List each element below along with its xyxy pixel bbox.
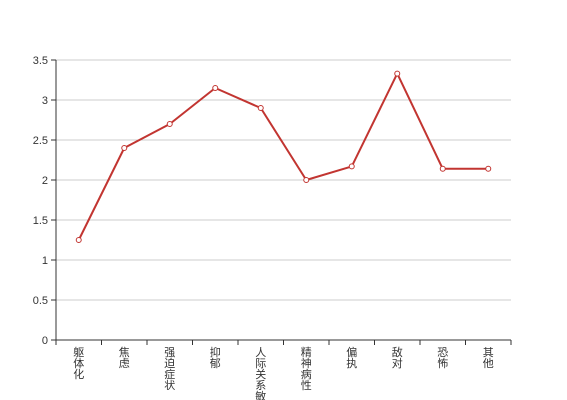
y-tick-label: 0 xyxy=(42,335,48,347)
y-tick-label: 3.5 xyxy=(33,55,48,67)
x-tick-label: 强迫症状 xyxy=(164,346,175,392)
x-tick-label: 抑郁 xyxy=(210,345,221,370)
y-tick-label: 1.5 xyxy=(33,215,48,227)
data-point[interactable] xyxy=(121,145,128,151)
grid-lines xyxy=(56,59,511,301)
data-point[interactable] xyxy=(75,237,82,243)
series-group xyxy=(75,70,492,243)
x-tick-label: 人际关系敏感 xyxy=(255,346,266,400)
data-point[interactable] xyxy=(303,177,310,183)
y-axis-ticks: 0 0.5 1 1.5 2 2.5 3 3.5 xyxy=(33,55,56,347)
y-tick-label: 2 xyxy=(42,175,48,187)
x-tick-label: 精神病性 xyxy=(301,346,312,392)
x-tick-label: 焦虑 xyxy=(119,346,130,370)
data-point[interactable] xyxy=(439,165,446,172)
data-point[interactable] xyxy=(257,105,264,111)
y-tick-label: 0.5 xyxy=(33,295,48,307)
axes xyxy=(55,60,511,341)
data-point[interactable] xyxy=(394,70,401,77)
x-tick-label: 躯体化 xyxy=(73,346,84,381)
data-point[interactable] xyxy=(166,121,173,127)
data-point[interactable] xyxy=(348,163,355,170)
x-axis-ticks: 躯体化 焦虑 强迫症状 抑郁 人际关系敏感 精神病性 偏执 敌对 恐怖 其他 xyxy=(55,340,512,400)
y-tick-label: 2.5 xyxy=(33,135,48,147)
data-point[interactable] xyxy=(485,165,492,172)
x-tick-label: 偏执 xyxy=(346,345,357,370)
x-tick-label: 恐怖 xyxy=(437,346,448,370)
x-tick-label: 其他 xyxy=(483,346,494,370)
series-line xyxy=(77,72,489,241)
data-point[interactable] xyxy=(212,85,219,91)
y-tick-label: 3 xyxy=(42,95,48,107)
x-tick-label: 敌对 xyxy=(392,345,403,370)
y-tick-label: 1 xyxy=(42,255,48,267)
